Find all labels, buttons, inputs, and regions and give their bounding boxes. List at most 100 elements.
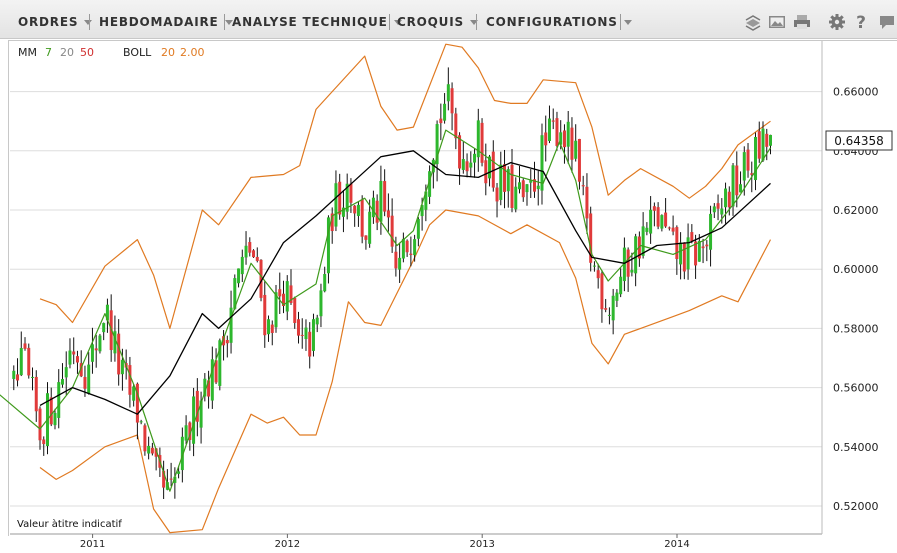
menu-configurations[interactable]: CONFIGURATIONS	[486, 15, 632, 29]
candle	[405, 239, 409, 257]
candle	[323, 266, 327, 293]
candle	[199, 391, 203, 444]
candle	[308, 322, 312, 369]
candle	[712, 203, 716, 219]
candle-body	[664, 212, 668, 227]
candle-body	[23, 343, 27, 349]
candle-body	[581, 185, 585, 187]
candle-body	[379, 180, 383, 222]
candle-body	[529, 180, 533, 183]
candle	[664, 198, 668, 228]
candle	[353, 205, 357, 227]
candle-body	[319, 290, 323, 317]
candle	[450, 82, 454, 131]
candle	[12, 365, 16, 391]
candle-body	[98, 335, 102, 352]
menu-analyse-technique[interactable]: ANALYSE TECHNIQUE	[232, 15, 402, 29]
candle	[626, 247, 630, 292]
chevron-down-icon	[469, 20, 478, 25]
candle-body	[577, 138, 581, 182]
candle	[547, 105, 551, 144]
candle-body	[465, 161, 469, 172]
help-icon[interactable]: ?	[852, 13, 870, 31]
candle-body	[731, 165, 735, 207]
candle	[634, 233, 638, 287]
candle-body	[128, 365, 132, 395]
candle	[443, 93, 447, 124]
candle	[293, 296, 297, 329]
candle	[334, 170, 338, 232]
chevron-down-icon	[623, 20, 632, 25]
candle-body	[304, 327, 308, 340]
candle-body	[611, 295, 615, 321]
candle	[735, 151, 739, 208]
candle-body	[622, 247, 626, 282]
candle	[90, 327, 94, 374]
candle	[128, 356, 132, 408]
candle	[244, 231, 248, 265]
candle	[769, 134, 772, 155]
candle	[574, 124, 578, 162]
comment-icon[interactable]	[878, 13, 896, 31]
candle	[203, 373, 207, 402]
legend-mm-period-50: 50	[80, 46, 94, 59]
candle-body	[679, 242, 683, 265]
candle-body	[289, 285, 293, 303]
candle	[761, 121, 765, 162]
candle	[416, 217, 420, 247]
candle-body	[641, 226, 645, 256]
candle-body	[765, 133, 769, 147]
candle-body	[454, 113, 458, 139]
candle	[491, 140, 495, 192]
layers-icon[interactable]	[744, 13, 762, 31]
candle-body	[514, 186, 518, 210]
candle-body	[255, 256, 259, 261]
candle-body	[532, 179, 536, 192]
candle-body	[589, 213, 593, 263]
legend-boll-label: BOLL	[123, 46, 152, 59]
candle-body	[173, 476, 177, 483]
candle-body	[656, 207, 660, 227]
image-icon[interactable]	[768, 13, 786, 31]
candle-body	[592, 265, 596, 267]
last-price-box	[825, 130, 893, 151]
candle-body	[349, 183, 353, 203]
menu-analyse-technique-label: ANALYSE TECHNIQUE	[232, 15, 388, 29]
candle-body	[300, 334, 304, 336]
menu-hebdomadaire[interactable]: HEBDOMADAIRE	[99, 15, 233, 29]
candle	[139, 419, 143, 425]
y-tick-label: 0.54000	[833, 441, 879, 454]
candle-body	[484, 160, 488, 184]
x-axis: 2011 2012 2013 2014	[10, 41, 823, 550]
candle	[252, 249, 256, 258]
candle-body	[356, 204, 360, 216]
candle-body	[203, 378, 207, 397]
candle-body	[240, 256, 244, 275]
candle-body	[697, 240, 701, 262]
candle	[371, 190, 375, 224]
menu-ordres[interactable]: ORDRES	[18, 15, 93, 29]
candle-body	[742, 152, 746, 181]
candle-body	[394, 251, 398, 269]
candle	[484, 143, 488, 196]
candle-body	[510, 164, 514, 209]
candle-body	[180, 436, 184, 471]
gear-icon[interactable]	[828, 13, 846, 31]
candle-body	[49, 397, 53, 425]
candle	[716, 194, 720, 221]
candle	[465, 153, 469, 178]
menu-croquis[interactable]: CROQUIS	[397, 15, 478, 29]
candle-body	[499, 164, 503, 200]
candle-body	[521, 180, 525, 198]
candle-body	[199, 400, 203, 428]
candle-body	[330, 213, 334, 232]
candle	[68, 338, 72, 369]
svg-text:?: ?	[856, 13, 866, 31]
print-icon[interactable]	[793, 13, 811, 31]
candle	[368, 199, 372, 248]
candle-body	[165, 482, 169, 490]
candle-body	[139, 421, 143, 423]
candle-body	[195, 390, 199, 422]
candle	[147, 436, 151, 460]
